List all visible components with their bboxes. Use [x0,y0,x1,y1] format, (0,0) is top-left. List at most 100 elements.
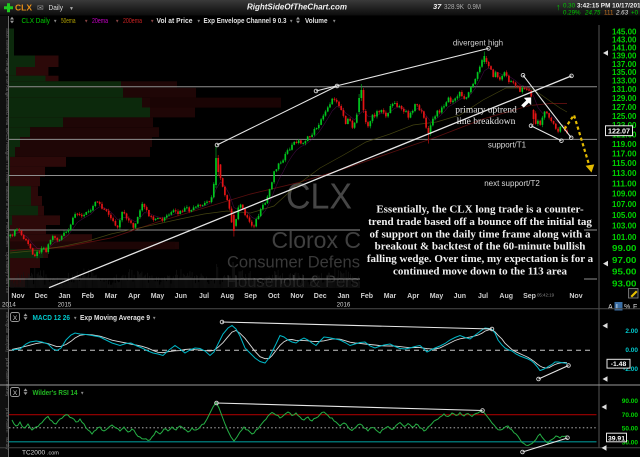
svg-text:111.00: 111.00 [612,179,637,188]
svg-text:Aug: Aug [499,293,513,300]
svg-text:107.00: 107.00 [612,200,637,209]
svg-text:Essentially, the CLX long trad: Essentially, the CLX long trade is a cou… [376,204,584,216]
svg-text:Daily: Daily [49,3,64,12]
svg-text:105.00: 105.00 [612,211,637,220]
svg-text:price Pattern Money: price Pattern Money [5,358,10,397]
svg-text:▼: ▼ [84,19,88,24]
svg-text:-1.48: -1.48 [611,361,627,368]
svg-text:50ema: 50ema [61,16,76,25]
svg-text:Jun: Jun [175,293,187,300]
svg-text:50.00: 50.00 [622,425,639,432]
svg-text:328.9K: 328.9K [444,2,464,11]
svg-text:117.00: 117.00 [612,149,637,158]
svg-text:Nov: Nov [290,293,303,300]
svg-text:Sep: Sep [244,293,257,300]
svg-text:line breakdown: line breakdown [457,117,516,127]
svg-text:Mar: Mar [105,293,118,300]
svg-text:115.00: 115.00 [612,159,637,168]
svg-text:CLX Daily: CLX Daily [22,16,51,25]
svg-text:0.00: 0.00 [625,347,638,354]
svg-text:111: 111 [604,10,614,17]
svg-text:Balance of Power: Balance of Power [5,186,10,220]
svg-text:139.00: 139.00 [612,52,637,61]
svg-text:Jul: Jul [199,293,209,300]
svg-text:Average True Range: Average True Range [5,58,10,98]
svg-text:Feb: Feb [361,293,373,300]
svg-text:X: X [13,315,18,322]
svg-text:2015: 2015 [58,302,72,309]
svg-text:CLX: CLX [15,3,32,13]
svg-text:X: X [13,390,18,397]
svg-text:2.00: 2.00 [625,328,638,335]
svg-text:Apr: Apr [407,293,419,300]
svg-text:99.00: 99.00 [612,244,637,253]
svg-text:TC2000 .com: TC2000 .com [22,450,59,457]
svg-text:falling wedge. Over time, my e: falling wedge. Over time, my expectation… [367,253,594,265]
svg-text:support/T1: support/T1 [488,141,527,150]
svg-text:%: % [624,304,630,311]
svg-text:70.00: 70.00 [622,412,639,419]
svg-text:20ema: 20ema [92,16,109,25]
svg-text:37: 37 [433,2,442,11]
svg-text:✉: ✉ [37,4,44,13]
svg-text:CLX: CLX [286,176,352,217]
svg-text:F: F [633,304,637,311]
svg-text:▼: ▼ [152,316,156,321]
svg-text:L: L [616,304,620,311]
svg-text:Nov: Nov [569,293,582,300]
svg-text:vol dry: vol dry [5,437,10,451]
svg-text:3:42:15 PM 10/17/2016: 3:42:15 PM 10/17/2016 [577,3,640,10]
svg-text:▼: ▼ [53,19,57,24]
svg-text:▼: ▼ [289,19,293,24]
svg-text:BarAngular Sum(vol): BarAngular Sum(vol) [5,312,10,352]
svg-text:135.00: 135.00 [612,68,637,77]
svg-text:109.00: 109.00 [612,190,637,199]
svg-text:141.00: 141.00 [612,44,637,53]
svg-text:24.75: 24.75 [584,10,601,17]
svg-text:Aug: Aug [220,293,234,300]
svg-text:▼: ▼ [80,391,84,396]
svg-text:0.30: 0.30 [563,3,576,10]
svg-text:Dec: Dec [35,293,48,300]
svg-text:127.00: 127.00 [612,103,637,112]
svg-text:price Pattern: price Pattern [5,408,10,433]
svg-text:▼: ▼ [69,6,74,12]
svg-text:A: A [608,304,613,311]
svg-text:TSV: TSV [5,285,10,293]
svg-text:101.00: 101.00 [612,233,637,242]
svg-text:05:42:19: 05:42:19 [537,292,555,297]
svg-text:Dividend Yield: Dividend Yield [5,98,10,126]
svg-text:143.00: 143.00 [612,36,637,45]
svg-text:Jan: Jan [337,293,349,300]
svg-text:Price Pattern: Price Pattern [5,222,10,247]
svg-text:0.9M: 0.9M [468,2,482,11]
svg-text:Mar: Mar [384,293,397,300]
svg-text:-2.00: -2.00 [623,366,638,373]
svg-text:2016: 2016 [337,302,351,309]
svg-text:May: May [430,293,444,300]
svg-text:▼: ▼ [115,19,119,24]
svg-text:trend trade based off a bounce: trend trade based off a bounce off the i… [368,216,592,228]
svg-text:133.00: 133.00 [612,77,637,86]
svg-text:129.00: 129.00 [612,94,637,103]
svg-text:▼: ▼ [197,19,201,24]
svg-text:39.91: 39.91 [608,435,625,442]
svg-text:breakout & backtest of the 60-: breakout & backtest of the 60-minute bul… [375,241,586,253]
svg-text:113.00: 113.00 [612,169,637,178]
svg-text:RightSideOfTheChart.com: RightSideOfTheChart.com [247,2,347,12]
svg-text:of support on the daily time f: of support on the daily time frame along… [370,228,591,240]
svg-text:TSV Trend: TSV Trend [5,162,10,183]
svg-text:137.00: 137.00 [612,60,637,69]
svg-text:May: May [151,293,165,300]
svg-text:Wilder's RSI 14: Wilder's RSI 14 [33,388,79,397]
svg-text:Clorox Co: Clorox Co [272,227,374,253]
svg-text:90.00: 90.00 [622,398,639,405]
svg-text:Jan: Jan [58,293,70,300]
svg-text:145.00: 145.00 [612,28,637,37]
svg-text:Jul: Jul [478,293,488,300]
svg-text:primary uptrend: primary uptrend [455,106,517,116]
svg-text:▼: ▼ [73,316,77,321]
svg-text:Exp Moving Average 9: Exp Moving Average 9 [80,313,150,322]
svg-text:2.63: 2.63 [615,10,629,17]
svg-text:Sep: Sep [523,293,536,300]
